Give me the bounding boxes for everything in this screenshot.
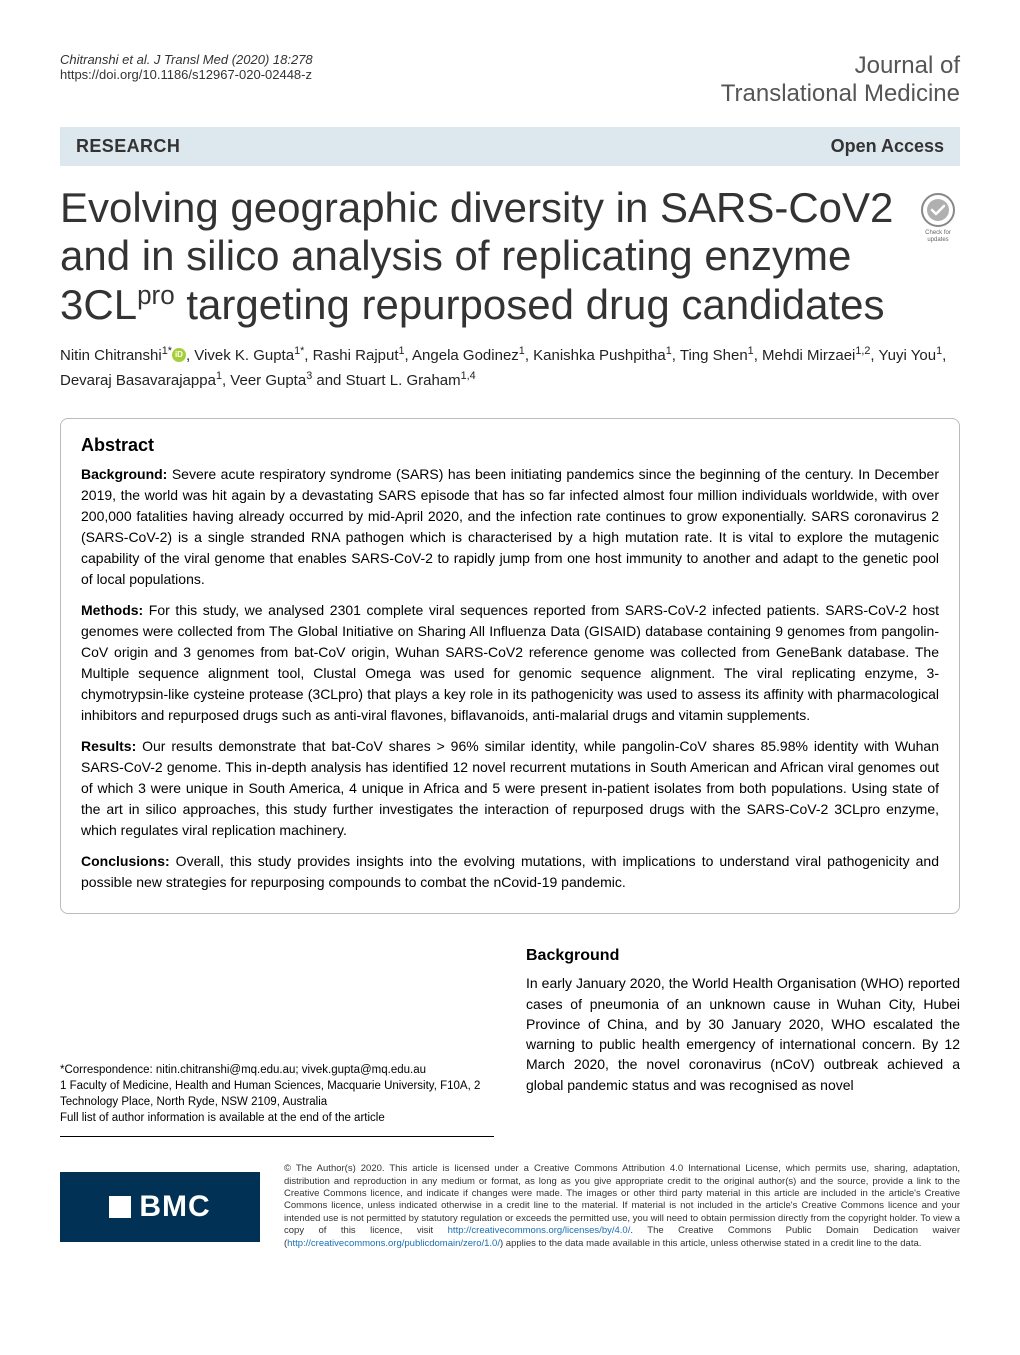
title-line1: Evolving geographic diversity in SARS-Co… (60, 184, 893, 231)
title-line2: and in silico analysis of replicating en… (60, 232, 851, 279)
abs-background-text: Severe acute respiratory syndrome (SARS)… (81, 466, 939, 587)
author-affiliation-sup: 1 (216, 370, 222, 382)
svg-text:updates: updates (927, 237, 948, 243)
background-text: In early January 2020, the World Health … (526, 973, 960, 1095)
license-text: © The Author(s) 2020. This article is li… (284, 1163, 960, 1249)
authors-list: Nitin Chitranshi1*, Vivek K. Gupta1*, Ra… (60, 343, 960, 392)
author-name: Veer Gupta (230, 372, 306, 389)
research-label: RESEARCH (76, 136, 180, 157)
author-affiliation-sup: 1 (936, 345, 942, 357)
author-affiliation-sup: 1 (399, 345, 405, 357)
abs-results-text: Our results demonstrate that bat-CoV sha… (81, 738, 939, 838)
author-affiliation-sup: 3 (306, 370, 312, 382)
journal-line2: Translational Medicine (721, 80, 960, 107)
author-name: Mehdi Mirzaei (762, 347, 855, 364)
abs-conclusions-text: Overall, this study provides insights in… (81, 853, 939, 890)
author-affiliation-sup: 1* (294, 345, 304, 357)
abs-background-label: Background: (81, 466, 167, 482)
abstract-box: Abstract Background: Severe acute respir… (60, 418, 960, 914)
author-name: Ting Shen (680, 347, 748, 364)
right-column: Background In early January 2020, the Wo… (526, 944, 960, 1137)
author-affiliation-sup: 1,4 (461, 370, 476, 382)
author-name: Kanishka Pushpitha (533, 347, 666, 364)
header-left: Chitranshi et al. J Transl Med (2020) 18… (60, 52, 313, 82)
author-affiliation-sup: 1 (519, 345, 525, 357)
bmc-square-icon (109, 1196, 131, 1218)
article-title: Evolving geographic diversity in SARS-Co… (60, 184, 898, 329)
abs-conclusions-label: Conclusions: (81, 853, 170, 869)
title-line3b: targeting repurposed drug candidates (175, 281, 885, 328)
citation-text: Chitranshi et al. J Transl Med (2020) 18… (60, 52, 313, 67)
author-name: Stuart L. Graham (346, 372, 461, 389)
open-access-label: Open Access (831, 136, 944, 157)
author-name: Vivek K. Gupta (194, 347, 294, 364)
abs-methods-text: For this study, we analysed 2301 complet… (81, 602, 939, 723)
abstract-conclusions: Conclusions: Overall, this study provide… (81, 851, 939, 893)
page-container: Chitranshi et al. J Transl Med (2020) 18… (0, 0, 1020, 1286)
orcid-icon[interactable] (172, 348, 186, 362)
left-column: *Correspondence: nitin.chitranshi@mq.edu… (60, 944, 494, 1137)
header-row: Chitranshi et al. J Transl Med (2020) 18… (60, 52, 960, 107)
correspondence-note: Full list of author information is avail… (60, 1110, 494, 1126)
author-affiliation-sup: 1 (666, 345, 672, 357)
author-affiliation-sup: 1 (748, 345, 754, 357)
license-suffix: ) applies to the data made available in … (500, 1238, 921, 1249)
title-superscript: pro (137, 280, 175, 310)
check-updates-badge[interactable]: Check for updates (916, 192, 960, 246)
license-link-1[interactable]: http://creativecommons.org/licenses/by/4… (448, 1225, 631, 1236)
title-row: Evolving geographic diversity in SARS-Co… (60, 184, 960, 329)
svg-text:Check for: Check for (925, 230, 951, 236)
bmc-logo: BMC (60, 1172, 260, 1242)
abs-methods-label: Methods: (81, 602, 143, 618)
author-name: Rashi Rajput (313, 347, 399, 364)
abstract-methods: Methods: For this study, we analysed 230… (81, 600, 939, 726)
abstract-results: Results: Our results demonstrate that ba… (81, 736, 939, 841)
author-name: Yuyi You (879, 347, 937, 364)
author-name: Nitin Chitranshi (60, 347, 162, 364)
article-type-banner: RESEARCH Open Access (60, 127, 960, 166)
correspondence-block: *Correspondence: nitin.chitranshi@mq.edu… (60, 1062, 494, 1137)
title-line3a: 3CL (60, 281, 137, 328)
abstract-heading: Abstract (81, 435, 939, 456)
author-affiliation-sup: 1,2 (855, 345, 870, 357)
license-link-2[interactable]: http://creativecommons.org/publicdomain/… (287, 1238, 500, 1249)
footer-row: BMC © The Author(s) 2020. This article i… (60, 1163, 960, 1249)
correspondence-emails: *Correspondence: nitin.chitranshi@mq.edu… (60, 1062, 494, 1078)
two-column-body: *Correspondence: nitin.chitranshi@mq.edu… (60, 944, 960, 1137)
author-name: Devaraj Basavarajappa (60, 372, 216, 389)
author-name: Angela Godinez (412, 347, 519, 364)
journal-line1: Journal of (855, 52, 960, 79)
correspondence-affiliation: 1 Faculty of Medicine, Health and Human … (60, 1078, 494, 1110)
background-heading: Background (526, 944, 960, 967)
abs-results-label: Results: (81, 738, 136, 754)
bmc-text: BMC (139, 1190, 210, 1224)
journal-name: Journal of Translational Medicine (721, 52, 960, 107)
author-affiliation-sup: 1* (162, 345, 172, 357)
doi-text: https://doi.org/10.1186/s12967-020-02448… (60, 67, 313, 82)
abstract-background: Background: Severe acute respiratory syn… (81, 464, 939, 590)
